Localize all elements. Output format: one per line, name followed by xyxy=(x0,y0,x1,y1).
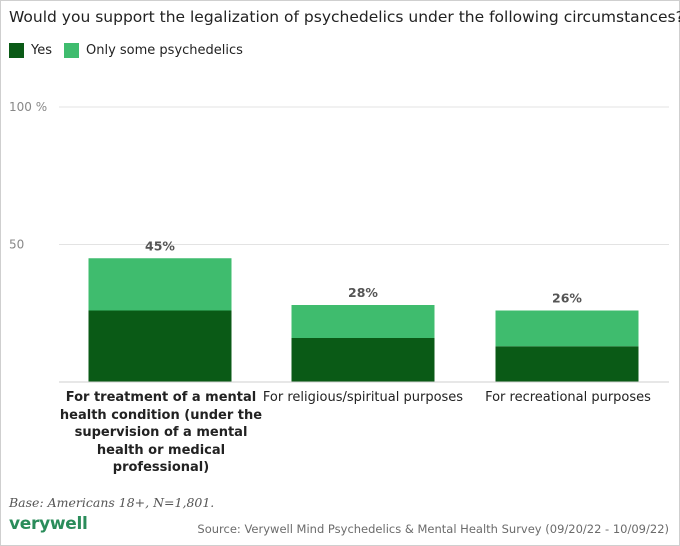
legend-item-only-some: Only some psychedelics xyxy=(64,43,243,58)
chart-title: Would you support the legalization of ps… xyxy=(9,8,680,26)
category-label-mental-health: For treatment of a mental health conditi… xyxy=(59,390,263,475)
base-note: Base: Americans 18+, N=1,801. xyxy=(9,495,215,510)
bar-segment-yes xyxy=(88,310,232,382)
legend-swatch-yes xyxy=(9,43,24,58)
bar-segment-yes xyxy=(495,346,639,382)
y-tick-label: 100 % xyxy=(9,100,47,114)
legend-label-only-some: Only some psychedelics xyxy=(86,43,243,58)
legend-item-yes: Yes xyxy=(9,43,52,58)
bar-segment-only-some xyxy=(88,258,232,311)
bar-segment-yes xyxy=(291,338,435,382)
category-label-recreational: For recreational purposes xyxy=(485,390,651,405)
legend-label-yes: Yes xyxy=(31,43,52,58)
y-tick-label: 50 xyxy=(9,238,24,252)
legend: Yes Only some psychedelics xyxy=(9,43,255,58)
total-data-label: 26% xyxy=(552,291,582,306)
bar-segment-only-some xyxy=(291,305,435,338)
legend-swatch-only-some xyxy=(64,43,79,58)
total-data-label: 45% xyxy=(145,238,175,253)
bar-segment-only-some xyxy=(495,310,639,347)
total-data-label: 28% xyxy=(348,285,378,300)
category-label-religious: For religious/spiritual purposes xyxy=(262,390,464,405)
verywell-logo: verywell xyxy=(9,514,88,534)
source-note: Source: Verywell Mind Psychedelics & Men… xyxy=(197,522,669,536)
